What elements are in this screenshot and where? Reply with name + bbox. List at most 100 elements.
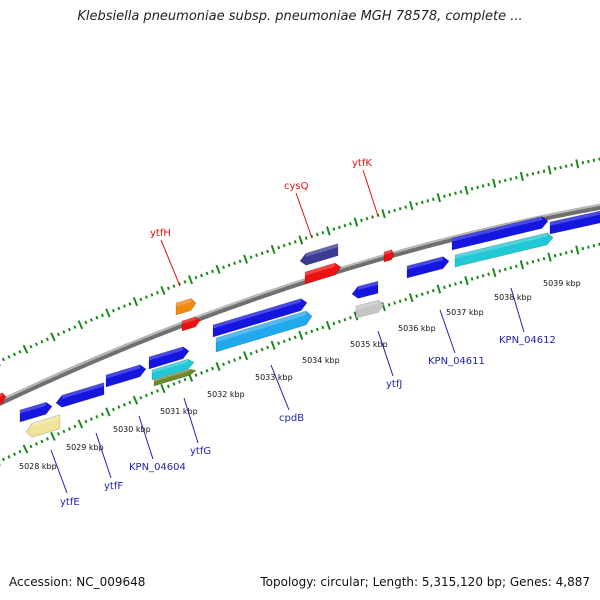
minor-tick: [503, 178, 507, 183]
minor-tick: [470, 187, 474, 191]
gene-label-ytfH[interactable]: ytfH: [150, 228, 171, 239]
feature-layer[interactable]: [0, 210, 600, 438]
minor-tick: [84, 320, 88, 325]
minor-tick: [487, 182, 490, 187]
minor-tick: [337, 319, 341, 324]
feature-cds-16[interactable]: [351, 280, 379, 299]
minor-tick: [459, 190, 463, 194]
major-tick: [353, 311, 359, 321]
feature-highlight: [550, 211, 600, 226]
feature-cds-11[interactable]: [212, 298, 308, 338]
leader-ytfE: [50, 449, 68, 494]
minor-tick: [260, 347, 264, 352]
feature-cds-17[interactable]: [355, 299, 385, 319]
gene-label-ytfF[interactable]: ytfF: [104, 481, 123, 492]
feature-cds-21[interactable]: [549, 210, 600, 235]
feature-cds-14[interactable]: [304, 262, 342, 285]
minor-tick: [343, 317, 347, 322]
feature-cds-12[interactable]: [215, 310, 313, 353]
gene-label-ytfJ[interactable]: ytfJ: [386, 379, 402, 390]
minor-tick: [177, 380, 181, 384]
feature-cds-7[interactable]: [151, 358, 195, 381]
feature-cds-3[interactable]: [25, 414, 61, 438]
minor-tick: [426, 199, 430, 203]
minor-tick: [315, 327, 319, 332]
feature-cds-19[interactable]: [451, 216, 549, 251]
minor-tick: [398, 299, 402, 303]
major-tick: [132, 395, 139, 405]
gene-label-KPN_04611[interactable]: KPN_04611: [428, 356, 485, 367]
feature-cds-4[interactable]: [55, 382, 105, 408]
minor-tick: [266, 345, 270, 350]
minor-tick: [448, 283, 452, 288]
minor-tick: [415, 202, 419, 206]
minor-tick: [172, 382, 176, 386]
major-tick: [215, 361, 221, 371]
minor-tick: [498, 180, 502, 184]
minor-tick: [537, 170, 540, 175]
feature-highlight: [384, 249, 392, 255]
feature-cds-2[interactable]: [19, 401, 53, 423]
minor-tick: [420, 292, 424, 296]
minor-tick: [18, 349, 22, 354]
map-title: Klebsiella pneumoniae subsp. pneumoniae …: [77, 9, 523, 24]
minor-tick: [542, 256, 546, 261]
minor-tick: [7, 455, 11, 459]
scale-label-5036: 5036 kbp: [398, 324, 436, 333]
gene-label-ytfK[interactable]: ytfK: [352, 158, 372, 169]
minor-tick: [442, 285, 446, 290]
feature-cds-20[interactable]: [454, 232, 554, 268]
major-tick: [270, 340, 276, 350]
minor-tick: [514, 264, 518, 268]
minor-tick: [117, 306, 121, 311]
feature-cds-6[interactable]: [148, 346, 190, 370]
feature-cds-5[interactable]: [105, 364, 147, 388]
feature-cds-15[interactable]: [383, 249, 395, 263]
feature-cds-13[interactable]: [299, 243, 339, 266]
gene-label-ytfG[interactable]: ytfG: [190, 446, 211, 457]
minor-tick: [398, 207, 402, 211]
minor-tick: [194, 373, 198, 377]
minor-tick: [111, 308, 115, 313]
minor-tick: [205, 368, 209, 373]
gene-label-KPN_04612[interactable]: KPN_04612: [499, 335, 556, 346]
gene-label-KPN_04604[interactable]: KPN_04604: [129, 462, 186, 473]
major-tick: [519, 171, 524, 182]
feature-cds-9[interactable]: [175, 298, 197, 316]
minor-tick: [111, 407, 115, 412]
gene-label-ytfE[interactable]: ytfE: [60, 497, 80, 508]
minor-tick: [12, 352, 17, 357]
minor-tick: [509, 177, 513, 181]
scale-label-5037: 5037 kbp: [446, 308, 484, 317]
minor-tick: [128, 302, 132, 306]
leader-KPN_04612: [510, 287, 525, 333]
major-tick: [105, 308, 111, 318]
major-tick: [436, 284, 442, 294]
minor-tick: [12, 452, 17, 456]
feature-cds-10[interactable]: [181, 316, 201, 332]
minor-tick: [526, 173, 529, 177]
minor-tick: [503, 267, 507, 272]
feature-cds-18[interactable]: [406, 256, 450, 279]
minor-tick: [73, 325, 77, 329]
feature-highlight: [149, 346, 183, 361]
major-tick: [243, 254, 249, 264]
minor-tick: [587, 245, 590, 249]
minor-tick: [249, 351, 253, 356]
minor-tick: [45, 337, 49, 342]
minor-tick: [404, 297, 408, 302]
minor-tick: [481, 274, 485, 278]
minor-tick: [387, 210, 391, 214]
minor-tick: [470, 277, 474, 281]
minor-tick: [238, 356, 242, 360]
feature-cds-1[interactable]: [0, 392, 7, 406]
minor-tick: [227, 263, 231, 267]
gene-label-cpdB[interactable]: cpdB: [279, 413, 304, 424]
minor-tick: [349, 316, 352, 320]
major-tick: [353, 217, 359, 227]
gene-label-cysQ[interactable]: cysQ: [284, 181, 309, 192]
feature-cds-8[interactable]: [153, 368, 197, 387]
genome-summary-text: Topology: circular; Length: 5,315,120 bp…: [260, 575, 590, 589]
feature-highlight: [154, 369, 190, 382]
